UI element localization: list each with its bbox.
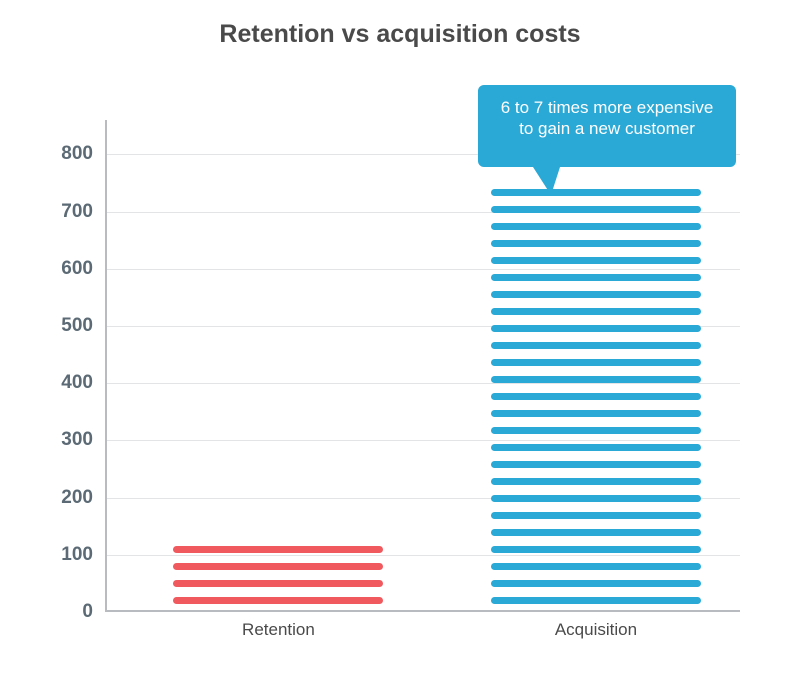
bar-stripe xyxy=(173,597,383,604)
bar-stripe xyxy=(491,546,701,553)
bar-stripe xyxy=(491,461,701,468)
y-tick-label: 800 xyxy=(61,143,93,165)
bar-stripe xyxy=(491,529,701,536)
bar-stripe xyxy=(491,410,701,417)
bar-stripe xyxy=(491,427,701,434)
bar-stripe xyxy=(491,393,701,400)
bar-stripe xyxy=(491,308,701,315)
bar-stripe xyxy=(491,223,701,230)
bar-acquisition xyxy=(491,189,701,604)
y-tick-label: 400 xyxy=(61,372,93,394)
bar-stripe xyxy=(173,580,383,587)
bar-stripe xyxy=(173,546,383,553)
bar-stripe xyxy=(491,597,701,604)
bar-stripe xyxy=(491,495,701,502)
bar-stripe xyxy=(491,342,701,349)
callout-text: 6 to 7 times more expensive to gain a ne… xyxy=(501,98,714,138)
bar-stripe xyxy=(491,257,701,264)
bar-stripe xyxy=(491,563,701,570)
bar-stripe xyxy=(491,580,701,587)
y-tick-label: 0 xyxy=(82,601,93,623)
plot-area: 0100200300400500600700800RetentionAcquis… xyxy=(105,120,740,612)
callout-tail-icon xyxy=(533,167,560,195)
x-tick-label: Acquisition xyxy=(555,620,637,640)
callout-box: 6 to 7 times more expensive to gain a ne… xyxy=(478,85,736,167)
bar-stripe xyxy=(491,206,701,213)
y-tick-label: 600 xyxy=(61,258,93,280)
bar-stripe xyxy=(173,563,383,570)
bar-stripe xyxy=(491,274,701,281)
bar-stripe xyxy=(491,478,701,485)
bar-stripe xyxy=(491,512,701,519)
bar-stripe xyxy=(491,376,701,383)
x-tick-label: Retention xyxy=(242,620,315,640)
bar-retention xyxy=(173,546,383,604)
bar-stripe xyxy=(491,325,701,332)
y-tick-label: 500 xyxy=(61,315,93,337)
y-tick-label: 700 xyxy=(61,201,93,223)
y-tick-label: 300 xyxy=(61,429,93,451)
bar-stripe xyxy=(491,240,701,247)
bar-stripe xyxy=(491,291,701,298)
bar-stripe xyxy=(491,444,701,451)
y-tick-label: 100 xyxy=(61,544,93,566)
y-tick-label: 200 xyxy=(61,487,93,509)
bar-stripe xyxy=(491,359,701,366)
bar-stripe xyxy=(491,189,701,196)
chart-area: 0100200300400500600700800RetentionAcquis… xyxy=(105,120,740,612)
chart-title: Retention vs acquisition costs xyxy=(0,0,800,49)
